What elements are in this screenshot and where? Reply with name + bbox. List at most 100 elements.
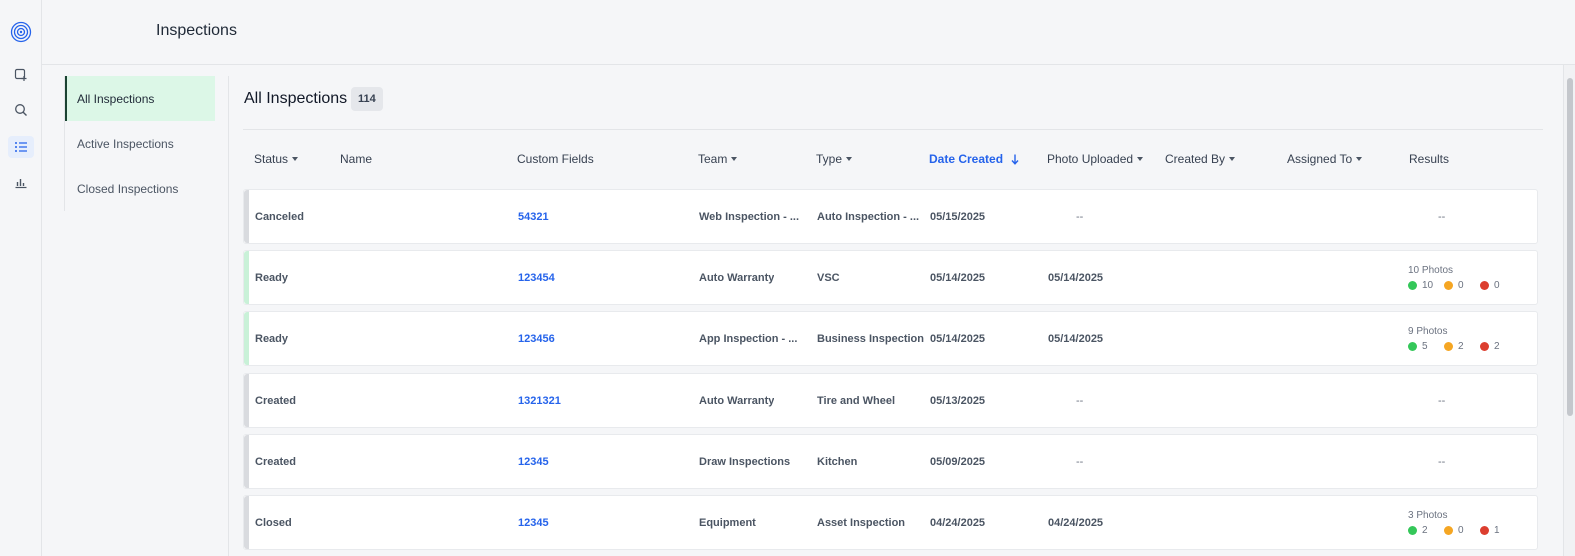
results-pass-count: 2 — [1422, 525, 1428, 536]
column-header-created-by[interactable]: Created By — [1165, 152, 1236, 166]
caret-down-icon — [846, 157, 853, 161]
column-header-created-by-label: Created By — [1165, 152, 1226, 166]
row-date-created: 05/14/2025 — [930, 332, 986, 345]
list-title: All Inspections — [244, 90, 348, 107]
header-divider — [243, 129, 1543, 130]
row-photo-uploaded: -- — [1076, 210, 1084, 223]
row-team: Draw Inspections — [699, 455, 791, 468]
inspections-list: All Inspections 114 Status Name Custom F… — [229, 65, 1563, 556]
subnav-item-active-inspections[interactable]: Active Inspections — [77, 136, 174, 151]
subnav-divider — [64, 76, 65, 211]
row-team: Equipment — [699, 516, 756, 529]
row-status: Canceled — [255, 210, 304, 223]
column-header-team[interactable]: Team — [698, 152, 738, 166]
results-photo-count: 10 Photos — [1408, 265, 1454, 276]
warning-dot-icon — [1444, 526, 1453, 535]
pass-dot-icon — [1408, 342, 1417, 351]
vertical-scrollbar[interactable] — [1563, 65, 1575, 556]
table-row[interactable]: Ready 123456 App Inspection - ... Busine… — [243, 311, 1538, 366]
row-photo-uploaded: 05/14/2025 — [1048, 271, 1104, 284]
row-team: Auto Warranty — [699, 394, 775, 407]
row-type: Business Inspection — [817, 332, 924, 345]
row-photo-uploaded: 04/24/2025 — [1048, 516, 1104, 529]
column-header-assigned-to[interactable]: Assigned To — [1287, 152, 1363, 166]
row-team: Auto Warranty — [699, 271, 775, 284]
column-header-photo-uploaded[interactable]: Photo Uploaded — [1047, 152, 1144, 166]
column-header-name[interactable]: Name — [340, 152, 372, 166]
column-header-status-label: Status — [254, 152, 289, 166]
column-header-assigned-to-label: Assigned To — [1287, 152, 1353, 166]
row-status: Ready — [255, 332, 289, 345]
list-icon[interactable] — [8, 136, 34, 158]
row-custom-field-link[interactable]: 123454 — [518, 271, 555, 284]
row-status: Closed — [255, 516, 292, 529]
row-custom-field-link[interactable]: 54321 — [518, 210, 549, 223]
pass-dot-icon — [1408, 526, 1417, 535]
fail-dot-icon — [1480, 526, 1489, 535]
row-results: -- — [1438, 455, 1446, 468]
table-row[interactable]: Canceled 54321 Web Inspection - ... Auto… — [243, 189, 1538, 244]
top-bar: Inspections — [42, 0, 1575, 65]
inspections-subnav: All Inspections Active Inspections Close… — [64, 76, 215, 211]
table-row[interactable]: Ready 123454 Auto Warranty VSC 05/14/202… — [243, 250, 1538, 305]
fail-dot-icon — [1480, 342, 1489, 351]
row-custom-field-link[interactable]: 12345 — [518, 455, 549, 468]
results-pass-count: 5 — [1422, 341, 1428, 352]
results-pass-count: 10 — [1422, 280, 1434, 291]
pass-dot-icon — [1408, 281, 1417, 290]
row-custom-field-link[interactable]: 12345 — [518, 516, 549, 529]
left-rail — [0, 0, 42, 556]
chart-icon[interactable] — [8, 171, 34, 193]
row-status-bar — [244, 251, 249, 304]
row-status-bar — [244, 435, 249, 488]
search-icon[interactable] — [8, 99, 34, 121]
row-type: Auto Inspection - ... — [817, 210, 920, 223]
results-photo-count: 3 Photos — [1408, 510, 1448, 521]
warning-dot-icon — [1444, 281, 1453, 290]
row-results: -- — [1438, 394, 1446, 407]
column-header-custom-fields[interactable]: Custom Fields — [517, 152, 594, 166]
row-results[interactable]: 9 Photos 5 2 2 — [1408, 326, 1528, 352]
column-header-type[interactable]: Type — [816, 152, 853, 166]
row-results[interactable]: 3 Photos 2 0 1 — [1408, 510, 1528, 536]
row-date-created: 05/15/2025 — [930, 210, 986, 223]
row-date-created: 04/24/2025 — [930, 516, 986, 529]
fail-dot-icon — [1480, 281, 1489, 290]
logo-icon[interactable] — [8, 21, 34, 43]
row-type: Asset Inspection — [817, 516, 906, 529]
results-warning-count: 2 — [1458, 341, 1464, 352]
row-status-bar — [244, 190, 249, 243]
row-type: VSC — [817, 271, 840, 284]
column-header-custom-fields-label: Custom Fields — [517, 152, 594, 166]
table-row[interactable]: Created 1321321 Auto Warranty Tire and W… — [243, 373, 1538, 428]
row-photo-uploaded: 05/14/2025 — [1048, 332, 1104, 345]
content-divider — [228, 76, 229, 556]
row-results: -- — [1438, 210, 1446, 223]
column-header-team-label: Team — [698, 152, 728, 166]
caret-down-icon — [292, 157, 299, 161]
column-header-status[interactable]: Status — [254, 152, 299, 166]
row-status-bar — [244, 496, 249, 549]
subnav-item-all-inspections[interactable]: All Inspections — [64, 76, 215, 121]
table-row[interactable]: Closed 12345 Equipment Asset Inspection … — [243, 495, 1538, 550]
scrollbar-thumb[interactable] — [1567, 78, 1573, 416]
row-date-created: 05/14/2025 — [930, 271, 986, 284]
results-fail-count: 2 — [1494, 341, 1500, 352]
column-header-photo-uploaded-label: Photo Uploaded — [1047, 152, 1134, 166]
row-results[interactable]: 10 Photos 10 0 0 — [1408, 265, 1528, 291]
column-header-name-label: Name — [340, 152, 373, 166]
column-header-date-created[interactable]: Date Created — [929, 152, 1019, 166]
column-header-type-label: Type — [816, 152, 843, 166]
row-status: Ready — [255, 271, 289, 284]
row-custom-field-link[interactable]: 1321321 — [518, 394, 561, 407]
subnav-item-closed-inspections[interactable]: Closed Inspections — [77, 181, 179, 196]
caret-down-icon — [1229, 157, 1236, 161]
row-date-created: 05/09/2025 — [930, 455, 986, 468]
caret-down-icon — [1137, 157, 1144, 161]
row-team: App Inspection - ... — [699, 332, 798, 345]
column-header-results-label: Results — [1409, 152, 1450, 166]
new-inspection-icon[interactable] — [8, 64, 34, 86]
table-row[interactable]: Created 12345 Draw Inspections Kitchen 0… — [243, 434, 1538, 489]
caret-down-icon — [731, 157, 738, 161]
row-custom-field-link[interactable]: 123456 — [518, 332, 555, 345]
